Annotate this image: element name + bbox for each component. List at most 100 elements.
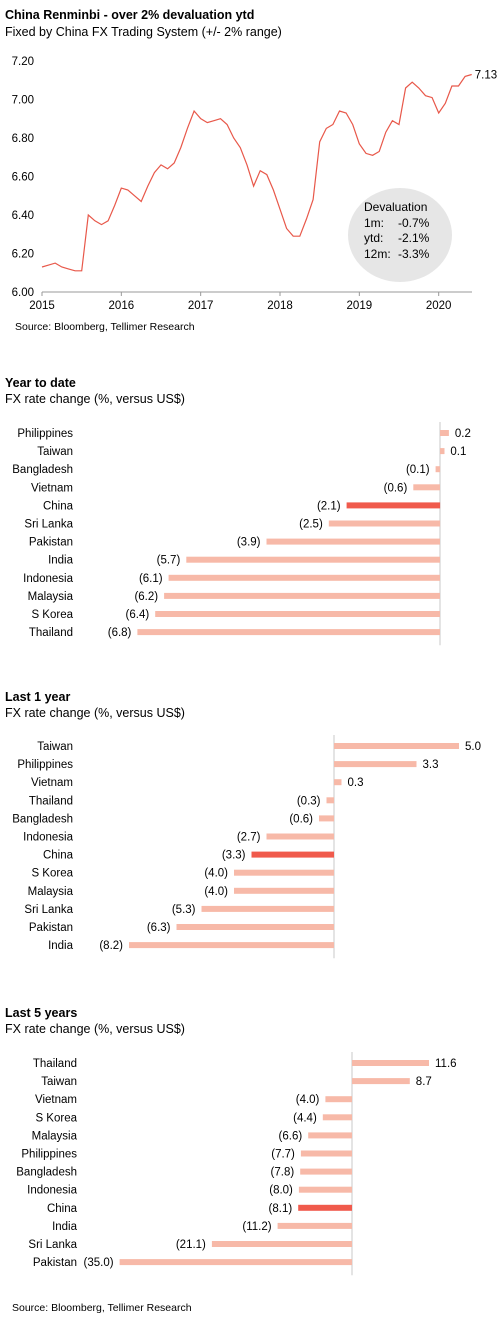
bar-vietnam [413,484,440,491]
bar-indonesia [298,1186,352,1193]
category-label: Indonesia [27,1185,77,1197]
ytd-title: Year to date [5,376,76,390]
category-label: Sri Lanka [24,904,73,916]
category-label: Vietnam [31,482,73,494]
category-label: China [43,500,74,512]
category-label: Bangladesh [16,1167,77,1179]
category-label: Thailand [29,795,73,807]
value-label: (2.5) [299,519,323,531]
one-year-subtitle: FX rate change (%, versus US$) [5,706,185,720]
value-label: (6.3) [147,922,171,934]
value-label: (21.1) [176,1239,206,1251]
x-tick-label-4: 2019 [347,300,373,312]
x-tick-label-1: 2016 [109,300,135,312]
y-tick-label-0: 6.00 [12,287,34,299]
x-tick-label-5: 2020 [426,300,452,312]
value-label: (4.0) [204,868,228,880]
ytd-bar-chart: Philippines 0.2 Taiwan 0.1 Bangladesh (0.1) Vi… [12,422,471,646]
value-label: (5.7) [157,555,181,567]
value-label: (3.3) [222,850,246,862]
value-label: (5.3) [172,904,196,916]
value-label: (35.0) [84,1257,114,1269]
value-label: 0.1 [450,446,466,458]
bar-pakistan [119,1259,352,1266]
value-label: (4.0) [204,886,228,898]
category-label: Taiwan [41,1076,77,1088]
bar-indonesia [168,574,440,581]
category-label: Taiwan [37,741,73,753]
category-label: Sri Lanka [24,519,73,531]
value-label: (4.4) [293,1112,317,1124]
value-label: (11.2) [242,1221,271,1233]
bar-vietnam [325,1096,352,1103]
category-label: Philippines [17,428,73,440]
devaluation-row-12m: 12m: -3.3% [364,246,430,261]
category-label: Bangladesh [12,464,73,476]
bar-thailand [137,629,440,636]
end-value-label: 7.13 [475,69,497,81]
line-chart-title: China Renminbi - over 2% devaluation ytd [5,8,255,22]
value-label: (6.6) [279,1130,303,1142]
bar-china [298,1204,352,1211]
category-label: Pakistan [29,537,73,549]
bar-india [277,1222,352,1229]
y-tick-label-2: 6.40 [12,210,34,222]
devaluation-box: Devaluation 1m: -0.7% ytd: -2.1% 12m: -3.3% [364,200,429,262]
bar-s-korea [155,611,440,617]
bar-pakistan [266,538,440,545]
bar-thailand [352,1060,429,1066]
bar-sri-lanka [211,1241,352,1247]
one-year-bar-chart: Taiwan 5.0 Philippines 3.3 Vietnam 0.3 Thailan… [12,735,481,959]
category-label: Indonesia [23,573,73,585]
bar-philippines [300,1150,352,1157]
category-label: Philippines [21,1149,77,1161]
value-label: (8.2) [99,940,123,952]
value-label: (7.8) [271,1167,295,1179]
bar-bangladesh [319,815,334,822]
x-tick-label-3: 2018 [267,300,293,312]
bar-india [129,942,334,949]
value-label: 0.3 [348,777,364,789]
value-label: (2.7) [237,832,261,844]
value-label: (7.7) [271,1149,295,1161]
value-label: 0.2 [455,428,471,440]
five-year-subtitle: FX rate change (%, versus US$) [5,1022,185,1036]
devaluation-row-ytd: ytd: -2.1% [364,231,430,245]
renminbi-series-line [41,73,472,272]
x-tick-label-2: 2017 [188,300,214,312]
category-label: Vietnam [35,1094,77,1106]
category-label: India [52,1221,78,1233]
bar-pakistan [176,924,334,930]
ytd-subtitle: FX rate change (%, versus US$) [5,392,185,406]
category-label: Malaysia [28,591,74,603]
value-label: (4.0) [296,1094,320,1106]
value-label: (6.4) [126,609,150,621]
value-label: (0.6) [384,482,408,494]
bar-bangladesh [435,466,441,473]
bar-sri-lanka [201,905,334,912]
devaluation-row-1m: 1m: -0.7% [364,215,430,230]
y-tick-label-6: 7.20 [12,56,34,68]
bar-china [346,502,441,509]
category-label: S Korea [31,868,73,880]
category-label: India [48,940,74,952]
bar-taiwan [334,743,459,749]
x-tick-label-0: 2015 [29,300,55,312]
devaluation-bubble [348,188,452,282]
category-label: India [48,555,74,567]
value-label: 5.0 [465,741,481,753]
bar-philippines [334,761,417,768]
bar-indonesia [266,833,334,840]
bar-vietnam [334,779,342,786]
renminbi-line-chart: 6.00 6.20 6.40 6.60 6.80 7.00 7.20 2015 2016 2017… [12,56,498,312]
bar-malaysia [234,887,334,894]
category-label: Thailand [29,627,73,639]
y-tick-label-4: 6.80 [12,133,34,145]
value-label: (3.9) [237,537,261,549]
bar-malaysia [308,1132,352,1139]
category-label: S Korea [31,609,73,621]
value-label: 3.3 [423,759,439,771]
bar-bangladesh [300,1168,352,1175]
value-label: 11.6 [435,1058,457,1070]
line-chart-source: Source: Bloomberg, Tellimer Research [15,321,195,333]
